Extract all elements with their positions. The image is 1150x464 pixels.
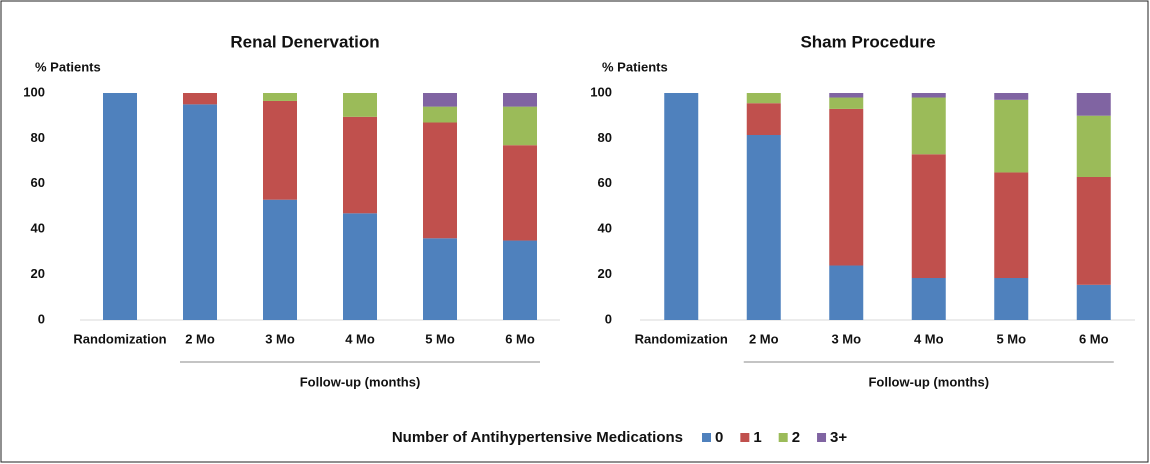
bar-segment [1076,115,1111,177]
x-tick-label: 2 Mo [185,331,215,346]
bar-segment [263,199,297,320]
legend-swatch [740,433,750,442]
x-tick-label: 3 Mo [265,331,295,346]
bar-segment [503,145,537,241]
bar-segment [829,93,864,98]
bar-segment [911,278,946,320]
y-tick-label: 60 [31,175,45,190]
bar-segment [503,106,537,146]
x-axis-label: Follow-up (months) [868,374,989,389]
x-tick-label: 6 Mo [505,331,535,346]
bar-segment [423,93,457,107]
y-tick-label: 60 [598,175,612,190]
bar-segment [746,103,781,135]
y-axis-label: % Patients [602,59,668,74]
y-tick-label: 40 [598,221,612,236]
y-tick-label: 100 [590,84,612,99]
bar-segment [503,240,537,320]
x-tick-label: Randomization [73,331,166,346]
legend-swatch [702,433,711,442]
x-tick-label: 5 Mo [996,331,1026,346]
bar-segment [994,278,1029,320]
bar-segment [1076,284,1111,320]
y-tick-label: 100 [23,84,45,99]
bar-segment [343,93,377,117]
bar-segment [183,104,217,320]
bar-segment [994,93,1029,100]
legend-label: 0 [715,429,723,446]
legend-swatch [778,433,788,442]
bar-segment [343,116,377,214]
bar-segment [829,108,864,266]
bar-segment [423,106,457,123]
bar-segment [911,97,946,155]
bar-segment [423,238,457,320]
bar-segment [829,265,864,320]
y-tick-label: 80 [31,130,45,145]
y-tick-label: 0 [38,311,45,326]
bar-segment [911,154,946,279]
bar-segment [1076,176,1111,285]
x-tick-label: 3 Mo [831,331,861,346]
bar-segment [746,93,781,104]
bar-segment [263,100,297,200]
bar-segment [503,93,537,107]
chart-title: Sham Procedure [800,32,935,51]
x-tick-label: 4 Mo [914,331,944,346]
bar-segment [664,93,699,320]
legend-label: 3+ [830,429,847,446]
bar-segment [994,172,1029,279]
x-tick-label: 4 Mo [345,331,375,346]
y-tick-label: 20 [31,266,45,281]
y-tick-label: 80 [598,130,612,145]
bar-segment [994,99,1029,173]
bar-segment [263,93,297,101]
y-tick-label: 20 [598,266,612,281]
legend-title: Number of Antihypertensive Medications [392,429,683,446]
x-axis-label: Follow-up (months) [300,374,421,389]
bar-segment [829,97,864,109]
bar-segment [1076,93,1111,116]
legend-label: 2 [792,429,800,446]
x-tick-label: 2 Mo [749,331,779,346]
bar-segment [423,122,457,239]
x-tick-label: Randomization [635,331,728,346]
x-tick-label: 6 Mo [1079,331,1109,346]
y-axis-label: % Patients [35,59,101,74]
x-tick-label: 5 Mo [425,331,455,346]
bar-segment [183,93,217,105]
chart-title: Renal Denervation [230,32,379,51]
bar-segment [911,93,946,98]
legend-label: 1 [753,429,761,446]
y-tick-label: 0 [605,311,612,326]
legend-swatch [817,433,827,442]
y-tick-label: 40 [31,221,45,236]
bar-segment [746,134,781,320]
bar-segment [343,213,377,320]
bar-segment [103,93,137,320]
